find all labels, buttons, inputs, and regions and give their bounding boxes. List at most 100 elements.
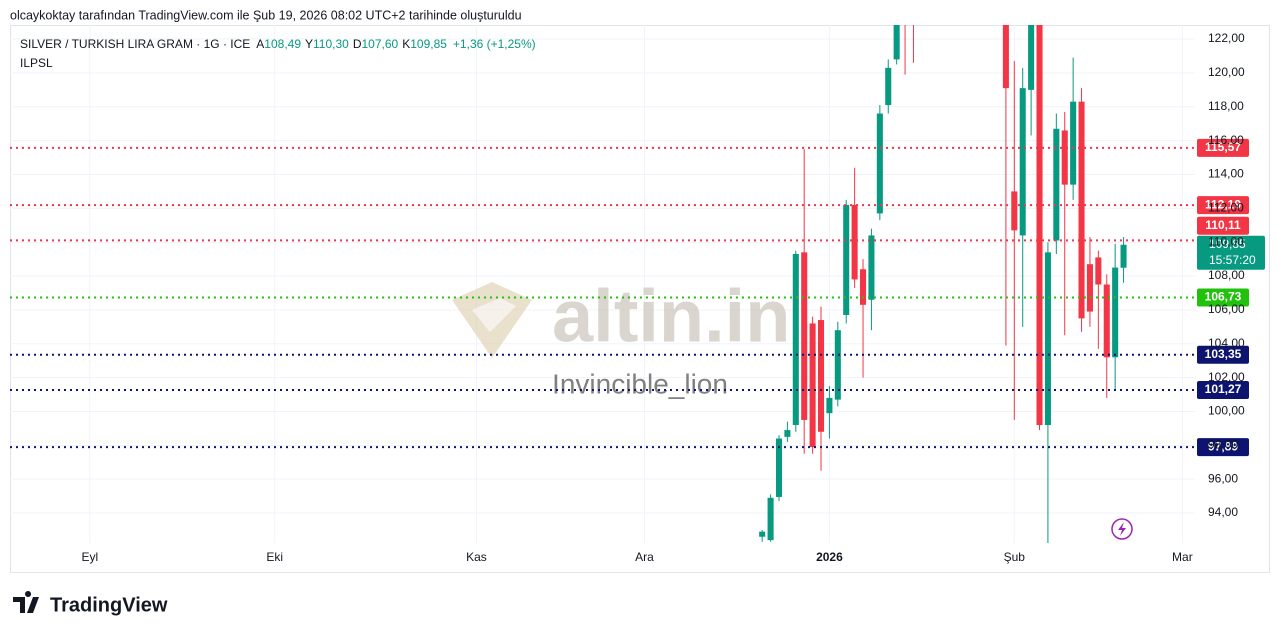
last-price-label: 109,85 xyxy=(1209,237,1246,251)
candles xyxy=(759,0,1127,543)
chart-frame xyxy=(10,25,1270,573)
y-tick-label: 98,00 xyxy=(1208,437,1238,451)
y-tick-label: 110,00 xyxy=(1208,234,1244,248)
level-label-box xyxy=(1197,216,1249,235)
level-label: 115,57 xyxy=(1205,140,1241,154)
candle-body xyxy=(1095,257,1102,285)
last-price-box xyxy=(1197,235,1265,270)
candle-body xyxy=(876,113,883,214)
x-tick-label: Şub xyxy=(1004,550,1026,564)
ohlc-key: A xyxy=(256,37,264,51)
footer-brand[interactable]: TradingView xyxy=(50,594,168,616)
candle-body xyxy=(1078,101,1085,319)
ohlc-key: K xyxy=(402,37,410,51)
y-tick-label: 102,00 xyxy=(1208,370,1245,384)
candle-body xyxy=(759,531,766,537)
watermark: altin.in xyxy=(452,275,790,358)
y-tick-label: 122,00 xyxy=(1208,31,1245,45)
last-price-countdown: 15:57:20 xyxy=(1209,253,1256,267)
level-label: 112,19 xyxy=(1205,197,1241,211)
caption: olcaykoktay tarafından TradingView.com i… xyxy=(10,8,522,22)
grid xyxy=(10,25,1195,543)
y-tick-label: 114,00 xyxy=(1208,167,1244,181)
symbol-legend: SILVER / TURKISH LIRA GRAM · 1G · ICE A10… xyxy=(20,37,536,51)
candle-body xyxy=(834,330,841,400)
candle-body xyxy=(1112,267,1119,358)
level-label-box xyxy=(1197,345,1249,364)
candle-body xyxy=(801,252,808,420)
change: +1,36 (+1,25%) xyxy=(453,37,536,51)
y-tick-label: 120,00 xyxy=(1208,65,1245,79)
candle-body xyxy=(893,25,900,60)
candle-body xyxy=(860,269,867,305)
level-label: 101,27 xyxy=(1205,382,1242,396)
level-label: 110,11 xyxy=(1205,218,1241,232)
y-tick-label: 112,00 xyxy=(1208,201,1244,215)
y-tick-label: 96,00 xyxy=(1208,471,1238,485)
y-tick-label: 94,00 xyxy=(1208,505,1238,519)
candle-body xyxy=(817,320,825,432)
level-label: 103,35 xyxy=(1205,347,1242,361)
candle-body xyxy=(1061,130,1068,185)
candle-body xyxy=(1120,244,1127,268)
level-label-box xyxy=(1197,196,1249,215)
watermark-logo xyxy=(452,282,532,358)
candle-body xyxy=(851,204,858,280)
candle-body xyxy=(868,235,875,300)
candle-body xyxy=(902,0,908,5)
levels: 115,57 112,19 110,11 106,73 103,35 101,27 97,8… xyxy=(10,138,1265,457)
watermark-text: altin.in xyxy=(552,275,790,358)
tv-logo-mark[interactable] xyxy=(13,591,39,613)
candle-body xyxy=(1053,128,1060,241)
candle-body xyxy=(1103,284,1110,358)
ohlc-key: D xyxy=(353,37,362,51)
candle-body xyxy=(885,67,892,106)
level-label-box xyxy=(1197,288,1249,307)
ohlc-value: 110,30 xyxy=(313,37,349,51)
y-tick-label: 100,00 xyxy=(1208,404,1245,418)
ohlc-value: 107,60 xyxy=(362,37,399,51)
ohlc-value: 108,49 xyxy=(264,37,301,51)
candle-body xyxy=(1070,101,1077,185)
candle-body xyxy=(1011,191,1018,231)
flash-icon[interactable] xyxy=(1111,518,1133,540)
indicator-name: ILPSL xyxy=(20,56,53,70)
level-label: 106,73 xyxy=(1205,290,1242,304)
ohlc-key: Y xyxy=(305,37,313,51)
candle-body xyxy=(1019,88,1026,236)
x-tick-label: 2026 xyxy=(816,550,843,564)
level-label: 97,89 xyxy=(1208,439,1238,453)
candle-body xyxy=(1002,25,1009,89)
candle-body xyxy=(792,254,799,426)
watermark-logo-inner xyxy=(472,298,516,332)
ohlc-value: 109,85 xyxy=(410,37,447,51)
flash-bolt[interactable] xyxy=(1118,522,1126,536)
candle-body xyxy=(784,430,791,437)
candle-body xyxy=(843,204,850,315)
candle-body xyxy=(1036,25,1043,426)
level-label-box xyxy=(1197,380,1249,399)
level-label-box xyxy=(1197,138,1249,157)
y-tick-label: 108,00 xyxy=(1208,268,1245,282)
y-tick-label: 104,00 xyxy=(1208,336,1245,350)
y-tick-label: 118,00 xyxy=(1208,99,1244,113)
candle-body xyxy=(809,323,816,448)
y-tick-label: 106,00 xyxy=(1208,302,1245,316)
candle-body xyxy=(1044,252,1051,426)
x-tick-label: Mar xyxy=(1172,550,1193,564)
candle-body xyxy=(826,397,833,414)
candle-body xyxy=(775,438,783,497)
candle-body xyxy=(1086,264,1093,312)
x-tick-label: Eyl xyxy=(82,550,99,564)
x-tick-label: Kas xyxy=(466,550,487,564)
x-tick-label: Eki xyxy=(266,550,283,564)
footer-logo[interactable]: TradingView xyxy=(13,591,168,616)
x-tick-label: Ara xyxy=(635,550,654,564)
y-tick-label: 116,00 xyxy=(1208,133,1244,147)
author-watermark: Invincible_lion xyxy=(552,368,728,399)
candle-body xyxy=(1028,25,1035,90)
symbol-title: SILVER / TURKISH LIRA GRAM · 1G · ICE xyxy=(20,37,250,51)
level-label-box xyxy=(1197,438,1249,457)
